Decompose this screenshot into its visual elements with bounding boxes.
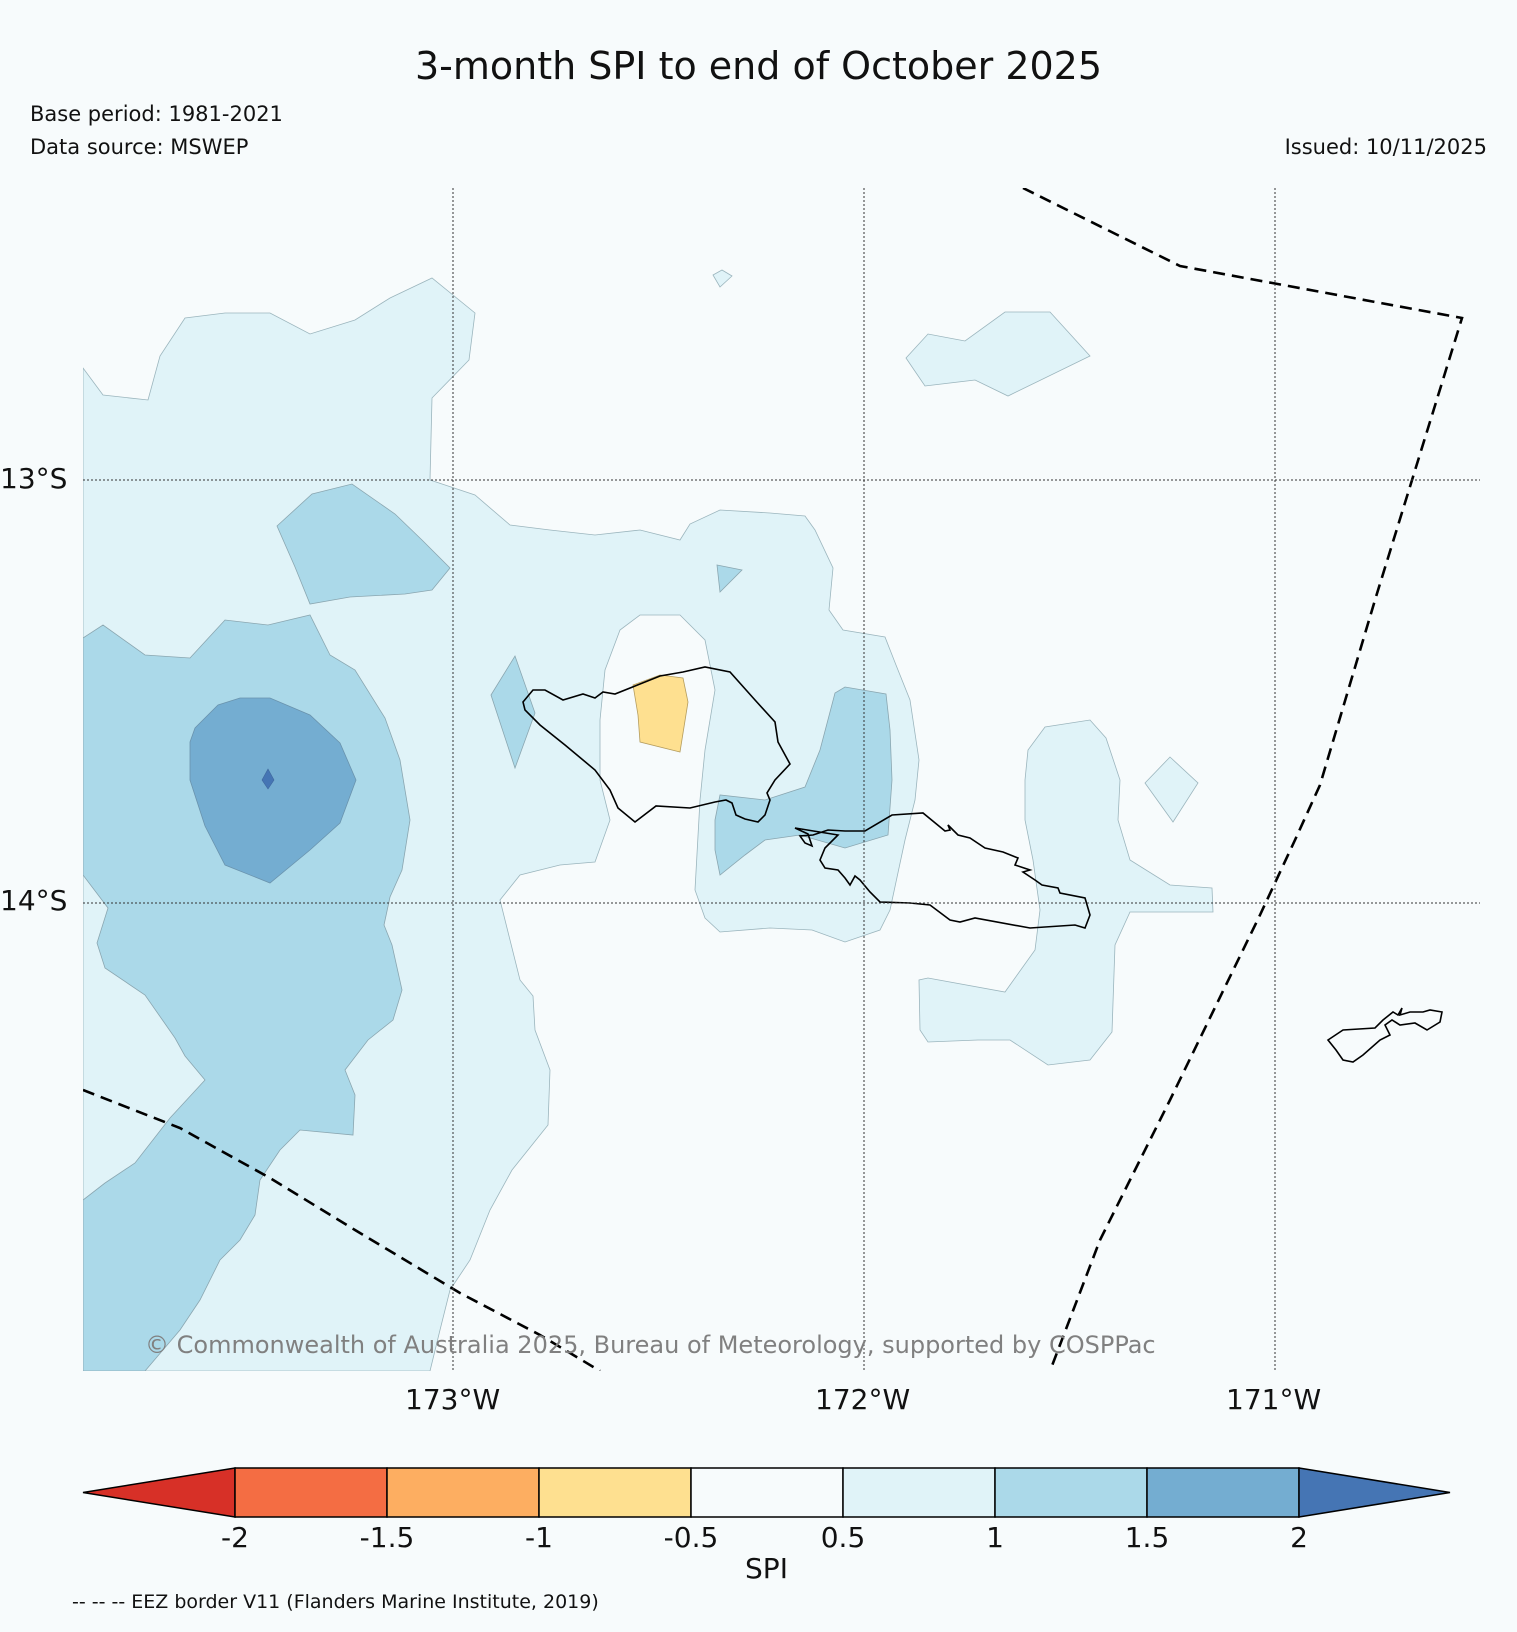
colorbar-segment [538,1467,692,1518]
copyright-credit: © Commonwealth of Australia 2025, Bureau… [145,1331,1156,1359]
graticule [83,188,1480,1371]
colorbar-tick-label: -1 [525,1521,553,1554]
lon-label-173w: 173°W [405,1383,501,1416]
contour-spi-1-1-5-central [490,655,536,770]
lon-label-171w: 171°W [1226,1383,1322,1416]
colorbar-segment [386,1467,540,1518]
contour-spi-1-1-5-samoa [714,686,893,876]
spi-contours [83,188,1480,1371]
colorbar-tick-label: 2 [1290,1521,1308,1554]
coastline-upolu [794,812,1091,929]
contour-spi-0-5-1-ne [905,311,1091,397]
colorbar-segment [234,1467,388,1518]
lon-label-172w: 172°W [815,1383,911,1416]
contour-spi-1-5-2 [189,697,357,884]
coastline-tutuila [1326,1007,1443,1063]
colorbar-tick-label: 0.5 [820,1521,866,1554]
colorbar-extend-high [1298,1467,1451,1518]
eez-border-north [1022,188,1464,1371]
data-source: Data source: MSWEP [30,135,249,159]
contour-spi-0-5-1-east [918,719,1214,1066]
eez-border-south [83,1088,601,1371]
issued-date: Issued: 10/11/2025 [1284,135,1487,159]
base-period: Base period: 1981-2021 [30,102,283,126]
contour-spi-1-1-5-nw [276,483,451,605]
contour-spi-0-5-1-diamond [1144,756,1199,823]
colorbar-tick-label: 1 [986,1521,1004,1554]
lat-label-13s: 13°S [0,462,68,495]
eez-legend-note: -- -- -- EEZ border V11 (Flanders Marine… [72,1591,599,1613]
colorbar-tick-label: -1.5 [359,1521,415,1554]
coastline-savaii [522,666,791,824]
colorbar-tick-label: -0.5 [663,1521,719,1554]
colorbar-tick-label: 1.5 [1124,1521,1170,1554]
colorbar-segment [690,1467,844,1518]
contour-spi-minus-1-minus-0-5 [632,674,689,753]
colorbar-segment [1146,1467,1300,1518]
colorbar-axis-label: SPI [745,1552,788,1585]
contour-spi-above-2 [261,768,275,790]
lat-label-14s: 14°S [0,884,68,917]
colorbar-segment [994,1467,1148,1518]
spi-colorbar [82,1467,1451,1518]
colorbar-segment [842,1467,996,1518]
colorbar-extend-low [82,1467,236,1518]
contour-spi-0-5-1-small-north [712,269,733,288]
map-title: 3-month SPI to end of October 2025 [414,44,1103,88]
contour-spi-1-1-5-small-center [716,564,743,593]
colorbar-tick-label: -2 [221,1521,249,1554]
